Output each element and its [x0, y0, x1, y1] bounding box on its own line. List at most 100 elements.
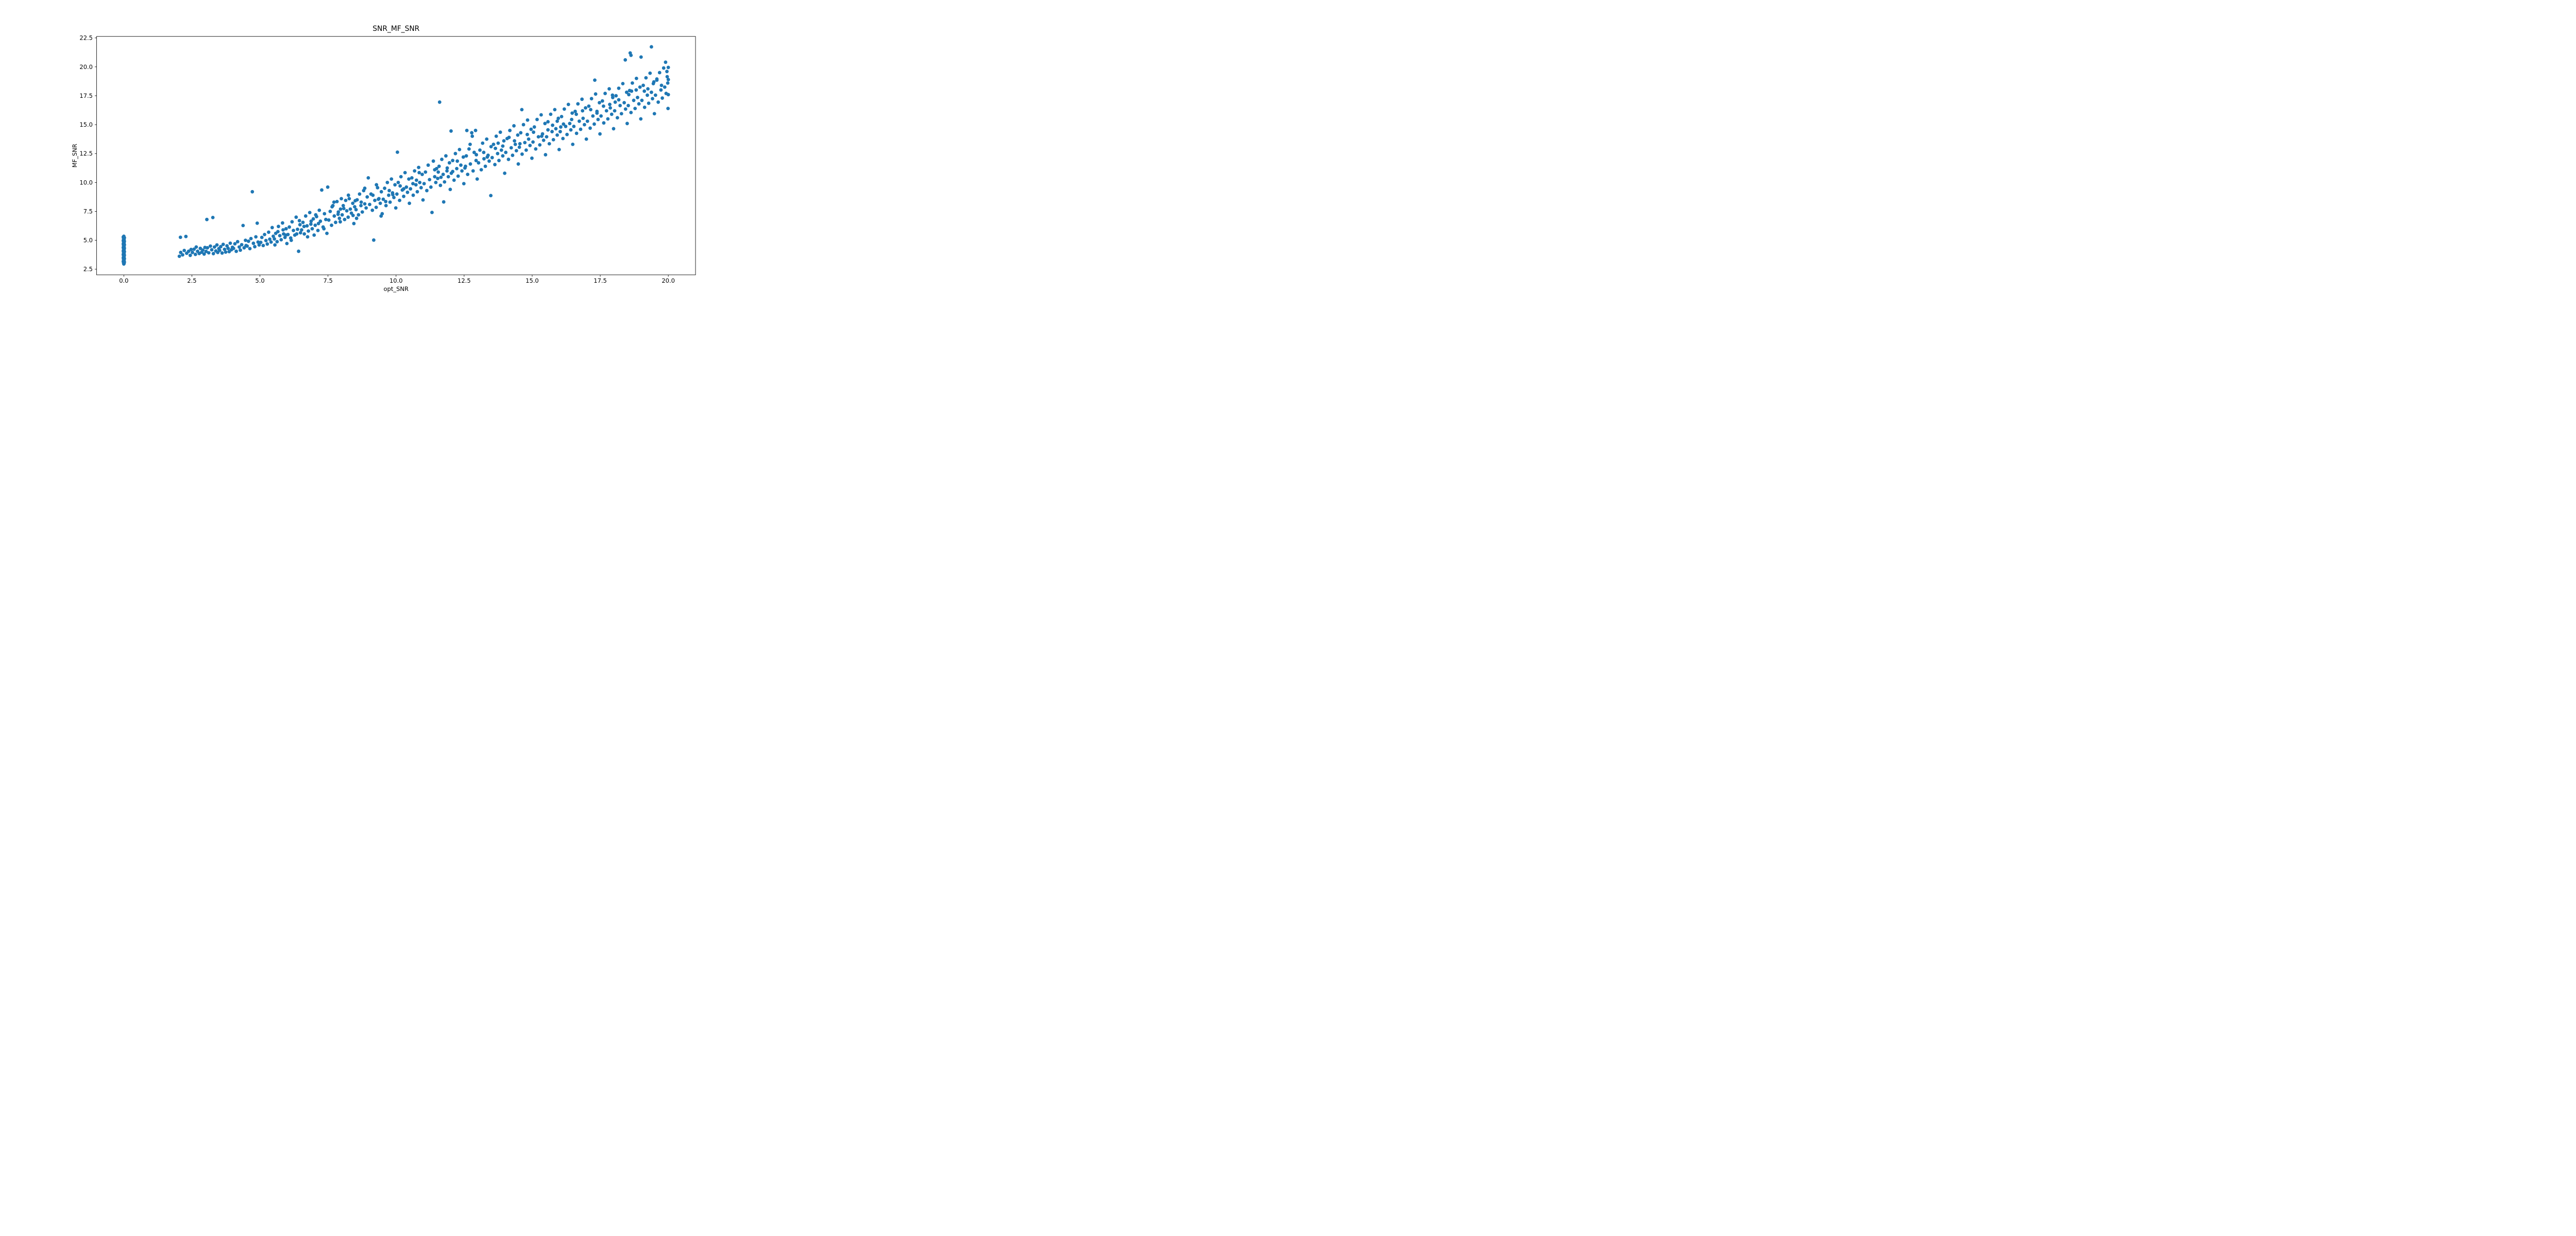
scatter-point	[220, 251, 224, 255]
scatter-point	[451, 169, 455, 174]
scatter-point	[312, 233, 316, 237]
scatter-point	[376, 186, 380, 190]
scatter-point	[392, 196, 396, 199]
scatter-point	[618, 104, 622, 108]
scatter-point	[593, 78, 597, 82]
scatter-point	[502, 139, 506, 143]
scatter-point	[585, 119, 589, 123]
scatter-point	[309, 219, 313, 223]
scatter-point	[462, 182, 466, 185]
scatter-point	[226, 246, 230, 250]
scatter-point	[215, 243, 219, 247]
y-tick-label: 15.0	[79, 121, 93, 128]
scatter-point	[223, 247, 227, 251]
scatter-point	[562, 122, 566, 126]
scatter-point	[323, 212, 327, 216]
scatter-point	[334, 220, 337, 225]
scatter-point	[257, 243, 261, 247]
scatter-point	[608, 106, 613, 110]
scatter-point	[652, 112, 656, 116]
scatter-point	[452, 178, 456, 182]
scatter-point	[557, 147, 561, 151]
scatter-point	[464, 154, 468, 158]
scatter-point	[613, 100, 617, 104]
scatter-point	[442, 200, 446, 204]
scatter-point	[245, 244, 249, 248]
scatter-point	[498, 130, 502, 134]
scatter-point	[507, 135, 511, 140]
scatter-point	[267, 230, 270, 234]
scatter-point	[284, 227, 288, 231]
scatter-point	[284, 233, 288, 237]
scatter-point	[551, 123, 554, 127]
scatter-point	[402, 187, 405, 191]
scatter-point	[625, 122, 629, 126]
scatter-point	[428, 178, 432, 182]
scatter-point	[641, 83, 645, 88]
scatter-point	[340, 213, 344, 217]
scatter-point	[589, 108, 592, 112]
scatter-point	[666, 78, 670, 81]
scatter-point	[359, 203, 363, 208]
scatter-point	[268, 237, 272, 241]
scatter-point	[411, 193, 415, 197]
scatter-point	[193, 252, 197, 256]
scatter-point	[470, 131, 474, 135]
scatter-point	[409, 187, 413, 191]
scatter-point	[417, 165, 421, 169]
scatter-point	[547, 142, 551, 146]
scatter-point	[318, 219, 323, 223]
scatter-point	[622, 101, 626, 105]
scatter-point	[608, 102, 612, 107]
scatter-point	[445, 166, 449, 170]
scatter-point	[583, 123, 586, 127]
scatter-point	[354, 216, 359, 220]
scatter-point	[650, 45, 653, 49]
scatter-point	[207, 251, 211, 255]
scatter-point	[467, 147, 471, 151]
scatter-point	[468, 142, 472, 146]
scatter-point	[302, 225, 306, 229]
scatter-point	[192, 247, 196, 251]
scatter-point	[637, 102, 641, 106]
scatter-point	[437, 100, 442, 104]
scatter-point	[516, 133, 520, 137]
scatter-point	[297, 249, 300, 253]
scatter-point	[503, 171, 506, 175]
scatter-point	[395, 150, 399, 154]
scatter-point	[653, 93, 657, 97]
scatter-point	[665, 75, 669, 79]
scatter-point	[343, 217, 347, 221]
scatter-point	[436, 170, 440, 174]
scatter-point	[531, 140, 535, 144]
scatter-point	[410, 176, 414, 180]
scatter-point	[444, 154, 448, 158]
scatter-point	[189, 247, 193, 251]
scatter-point	[624, 90, 629, 94]
scatter-point	[204, 249, 208, 253]
scatter-point	[313, 224, 317, 227]
scatter-point	[240, 243, 244, 247]
scatter-point	[648, 71, 652, 75]
scatter-point	[478, 148, 482, 152]
scatter-point	[496, 141, 500, 145]
y-tick-label: 5.0	[83, 237, 93, 244]
scatter-point	[379, 190, 383, 194]
scatter-point	[477, 161, 481, 165]
scatter-point	[588, 126, 592, 130]
scatter-point	[623, 107, 628, 111]
scatter-point	[182, 248, 187, 252]
scatter-point	[279, 238, 283, 242]
scatter-point	[187, 249, 191, 253]
scatter-point	[254, 235, 258, 239]
scatter-point	[655, 77, 659, 81]
scatter-point	[445, 169, 449, 173]
scatter-point	[434, 180, 438, 184]
scatter-point	[629, 111, 633, 114]
scatter-point	[564, 125, 568, 128]
scatter-point	[423, 170, 428, 174]
scatter-point	[629, 53, 633, 57]
scatter-point	[352, 221, 356, 226]
scatter-point	[482, 157, 486, 161]
scatter-point	[598, 101, 601, 105]
